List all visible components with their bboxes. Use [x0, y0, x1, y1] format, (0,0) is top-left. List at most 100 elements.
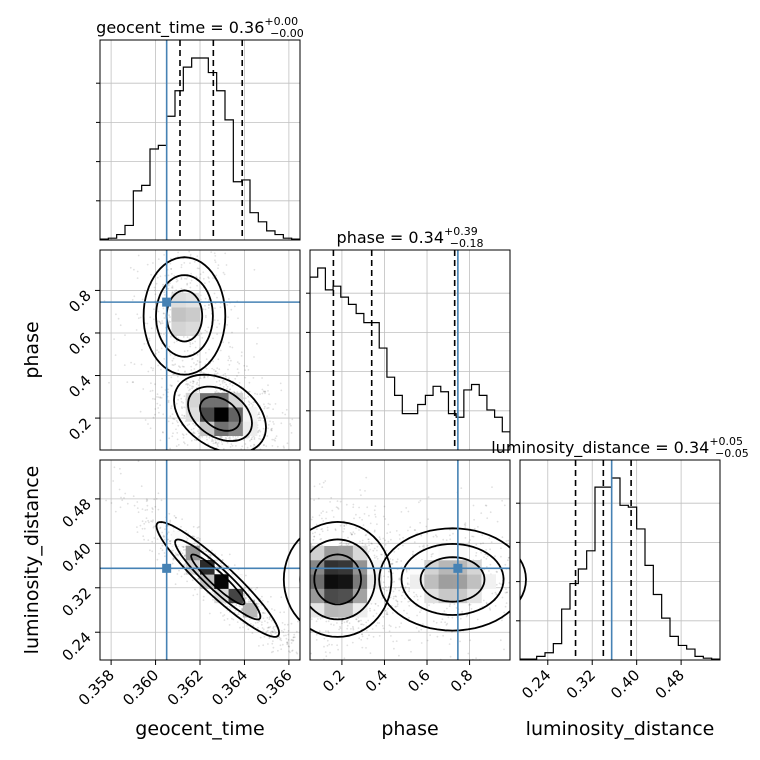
sample-point	[432, 552, 434, 555]
sample-point	[147, 539, 150, 541]
sample-point	[180, 575, 183, 578]
sample-point	[475, 543, 478, 546]
sample-point	[358, 529, 360, 531]
sample-point	[395, 595, 397, 598]
sample-point	[228, 355, 230, 358]
sample-point	[384, 586, 387, 588]
sample-point	[183, 554, 186, 557]
sample-point	[144, 419, 147, 421]
sample-point	[130, 361, 133, 364]
sample-point	[147, 423, 149, 425]
sample-point	[169, 521, 172, 523]
sample-point	[245, 574, 247, 577]
sample-point	[197, 578, 199, 581]
sample-point	[348, 622, 351, 625]
sample-point	[223, 273, 226, 276]
sample-point	[136, 531, 139, 533]
sample-point	[317, 497, 320, 500]
x-tick-label: 0.48	[652, 666, 688, 702]
sample-point	[187, 386, 189, 389]
sample-point	[225, 264, 228, 266]
sample-point	[256, 621, 259, 624]
sample-point	[393, 580, 395, 583]
sample-point	[189, 343, 192, 345]
sample-point	[177, 444, 180, 446]
sample-point	[225, 437, 228, 440]
sample-point	[347, 536, 349, 539]
sample-point	[435, 534, 437, 537]
mask	[720, 460, 730, 660]
sample-point	[204, 352, 207, 354]
sample-point	[184, 554, 187, 557]
sample-point	[464, 522, 467, 524]
sample-point	[247, 589, 250, 592]
sample-point	[181, 518, 184, 521]
sample-point	[181, 291, 184, 294]
sample-point	[482, 542, 484, 544]
sample-point	[170, 385, 173, 388]
sample-point	[495, 583, 498, 586]
sample-point	[393, 647, 395, 650]
sample-point	[216, 442, 219, 445]
sample-point	[126, 381, 129, 383]
sample-point	[389, 625, 392, 628]
sample-point	[212, 277, 214, 279]
sample-point	[425, 525, 428, 528]
sample-point	[191, 380, 194, 382]
sample-point	[144, 289, 146, 292]
sample-point	[280, 422, 283, 425]
sample-point	[247, 600, 250, 603]
x-axis-label-phase: phase	[381, 718, 438, 740]
sample-point	[321, 517, 323, 520]
sample-point	[164, 528, 166, 530]
sample-point	[400, 560, 403, 562]
sample-point	[157, 492, 160, 495]
sample-point	[131, 299, 134, 301]
sample-point	[163, 294, 166, 296]
sample-point	[264, 620, 266, 622]
sample-point	[139, 410, 142, 413]
sample-point	[365, 476, 368, 479]
mask	[510, 660, 730, 670]
sample-point	[241, 607, 244, 610]
sample-point	[288, 650, 290, 653]
sample-point	[325, 655, 328, 658]
sample-point	[269, 626, 272, 628]
sample-point	[259, 598, 262, 600]
sample-point	[279, 382, 282, 385]
sample-point	[220, 435, 223, 438]
sample-point	[151, 508, 154, 511]
sample-point	[505, 602, 508, 604]
sample-point	[276, 637, 279, 640]
sample-point	[198, 267, 200, 270]
sample-point	[253, 599, 256, 602]
density-cell	[410, 560, 425, 575]
sample-point	[186, 444, 189, 446]
sample-point	[184, 370, 186, 373]
sample-point	[164, 555, 166, 558]
x-axis-label-geocent_time: geocent_time	[135, 718, 264, 740]
sample-point	[270, 630, 273, 633]
title-plus: +0.00	[264, 15, 298, 28]
sample-point	[196, 360, 199, 362]
sample-point	[167, 274, 170, 277]
sample-point	[488, 537, 491, 540]
sample-point	[185, 278, 188, 280]
sample-point	[186, 282, 189, 285]
sample-point	[468, 604, 470, 606]
sample-point	[156, 276, 159, 279]
sample-point	[136, 270, 139, 273]
sample-point	[369, 607, 371, 610]
sample-point	[313, 485, 316, 488]
sample-point	[382, 627, 385, 630]
sample-point	[161, 431, 164, 433]
sample-point	[461, 610, 463, 613]
mask	[90, 40, 100, 240]
sample-point	[180, 277, 183, 279]
sample-point	[193, 368, 196, 370]
sample-point	[273, 628, 276, 631]
sample-point	[355, 527, 357, 530]
sample-point	[136, 526, 138, 528]
sample-point	[248, 436, 250, 438]
sample-point	[501, 499, 503, 502]
